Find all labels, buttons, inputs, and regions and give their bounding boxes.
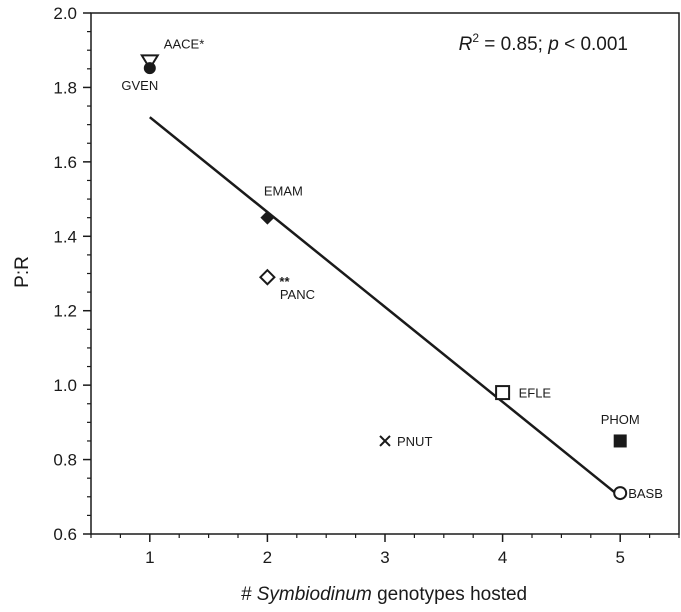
r-symbol: R xyxy=(459,34,473,55)
point-labels-layer: AACE* GVEN EMAM PANC** PNUT EFLE PHOM BASB xyxy=(121,36,663,501)
data-point-efle xyxy=(495,385,511,401)
p-symbol: p xyxy=(547,34,559,55)
data-point-emam xyxy=(260,210,275,225)
cross-stroke xyxy=(379,435,391,447)
data-point-pnut xyxy=(379,435,391,447)
r-value: = 0.85; xyxy=(479,34,548,55)
data-point-panc xyxy=(258,268,276,286)
point-label: EMAM xyxy=(264,184,303,199)
x-tick-label: 4 xyxy=(498,548,507,567)
x-axis-title-suffix: genotypes hosted xyxy=(377,584,527,605)
points-layer xyxy=(140,54,628,501)
data-point-basb xyxy=(613,486,628,501)
y-axis-title: P:R xyxy=(12,256,33,288)
x-tick-label: 1 xyxy=(145,548,154,567)
y-tick-label: 0.6 xyxy=(53,525,77,544)
r-exponent: 2 xyxy=(472,31,479,45)
p-value: < 0.001 xyxy=(559,34,628,55)
axes: 0.6 0.8 1.0 1.2 1.4 1.6 1.8 2.0 1 2 3 4 5 xyxy=(53,4,680,567)
x-tick-label: 5 xyxy=(615,548,624,567)
y-tick-label: 1.4 xyxy=(53,227,77,246)
data-point-phom xyxy=(613,434,627,448)
y-tick-label: 1.8 xyxy=(53,78,77,97)
x-axis-title: # Symbiodinum genotypes hosted xyxy=(241,584,527,605)
x-axis-title-italic: Symbiodinum xyxy=(257,584,372,605)
point-label: GVEN xyxy=(121,78,158,93)
point-label: BASB xyxy=(628,486,663,501)
point-label: AACE* xyxy=(164,36,204,51)
data-point-aace xyxy=(140,54,160,71)
y-tick-label: 1.2 xyxy=(53,302,77,321)
data-point-gven xyxy=(143,62,156,75)
y-tick-label: 2.0 xyxy=(53,4,77,23)
regression-line xyxy=(149,116,621,498)
x-axis-title-prefix: # xyxy=(241,584,252,605)
x-tick-label: 3 xyxy=(380,548,389,567)
point-label: PNUT xyxy=(397,434,432,449)
y-tick-label: 0.8 xyxy=(53,451,77,470)
y-tick-label: 1.6 xyxy=(53,153,77,172)
stats-annotation: R2 = 0.85; p < 0.001 xyxy=(459,31,628,55)
point-label: PHOM xyxy=(601,412,640,427)
regression-line-layer xyxy=(149,116,621,498)
point-label: EFLE xyxy=(519,386,552,401)
x-tick-label: 2 xyxy=(263,548,272,567)
point-annotation: ** xyxy=(279,274,290,289)
y-tick-label: 1.0 xyxy=(53,376,77,395)
point-label: PANC xyxy=(280,287,315,302)
